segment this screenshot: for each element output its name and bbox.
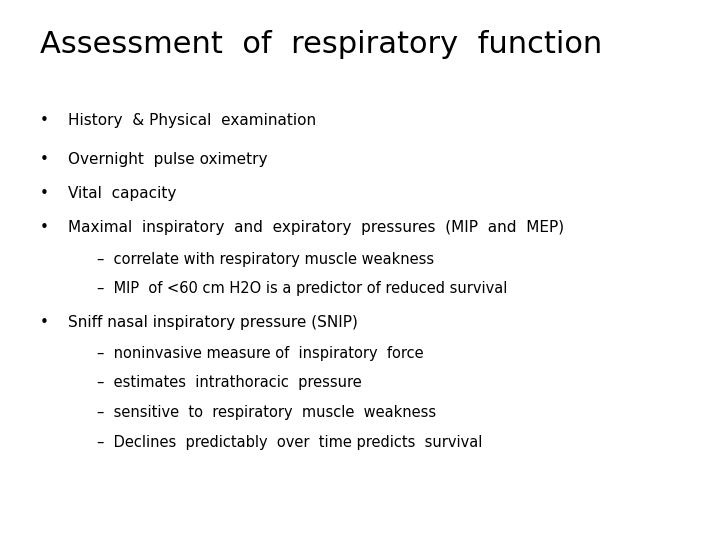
Text: Assessment  of  respiratory  function: Assessment of respiratory function: [40, 30, 602, 59]
Text: –  Declines  predictably  over  time predicts  survival: – Declines predictably over time predict…: [97, 435, 482, 450]
Text: –  estimates  intrathoracic  pressure: – estimates intrathoracic pressure: [97, 375, 362, 390]
Text: –  MIP  of <60 cm H2O is a predictor of reduced survival: – MIP of <60 cm H2O is a predictor of re…: [97, 281, 508, 296]
Text: Sniff nasal inspiratory pressure (SNIP): Sniff nasal inspiratory pressure (SNIP): [68, 315, 359, 330]
Text: Overnight  pulse oximetry: Overnight pulse oximetry: [68, 152, 268, 167]
Text: Maximal  inspiratory  and  expiratory  pressures  (MIP  and  MEP): Maximal inspiratory and expiratory press…: [68, 220, 564, 235]
Text: –  noninvasive measure of  inspiratory  force: – noninvasive measure of inspiratory for…: [97, 346, 424, 361]
Text: •: •: [40, 220, 48, 235]
Text: –  sensitive  to  respiratory  muscle  weakness: – sensitive to respiratory muscle weakne…: [97, 405, 436, 420]
Text: •: •: [40, 186, 48, 201]
Text: •: •: [40, 113, 48, 129]
Text: •: •: [40, 315, 48, 330]
Text: History  & Physical  examination: History & Physical examination: [68, 113, 317, 129]
Text: Vital  capacity: Vital capacity: [68, 186, 177, 201]
Text: •: •: [40, 152, 48, 167]
Text: –  correlate with respiratory muscle weakness: – correlate with respiratory muscle weak…: [97, 252, 434, 267]
